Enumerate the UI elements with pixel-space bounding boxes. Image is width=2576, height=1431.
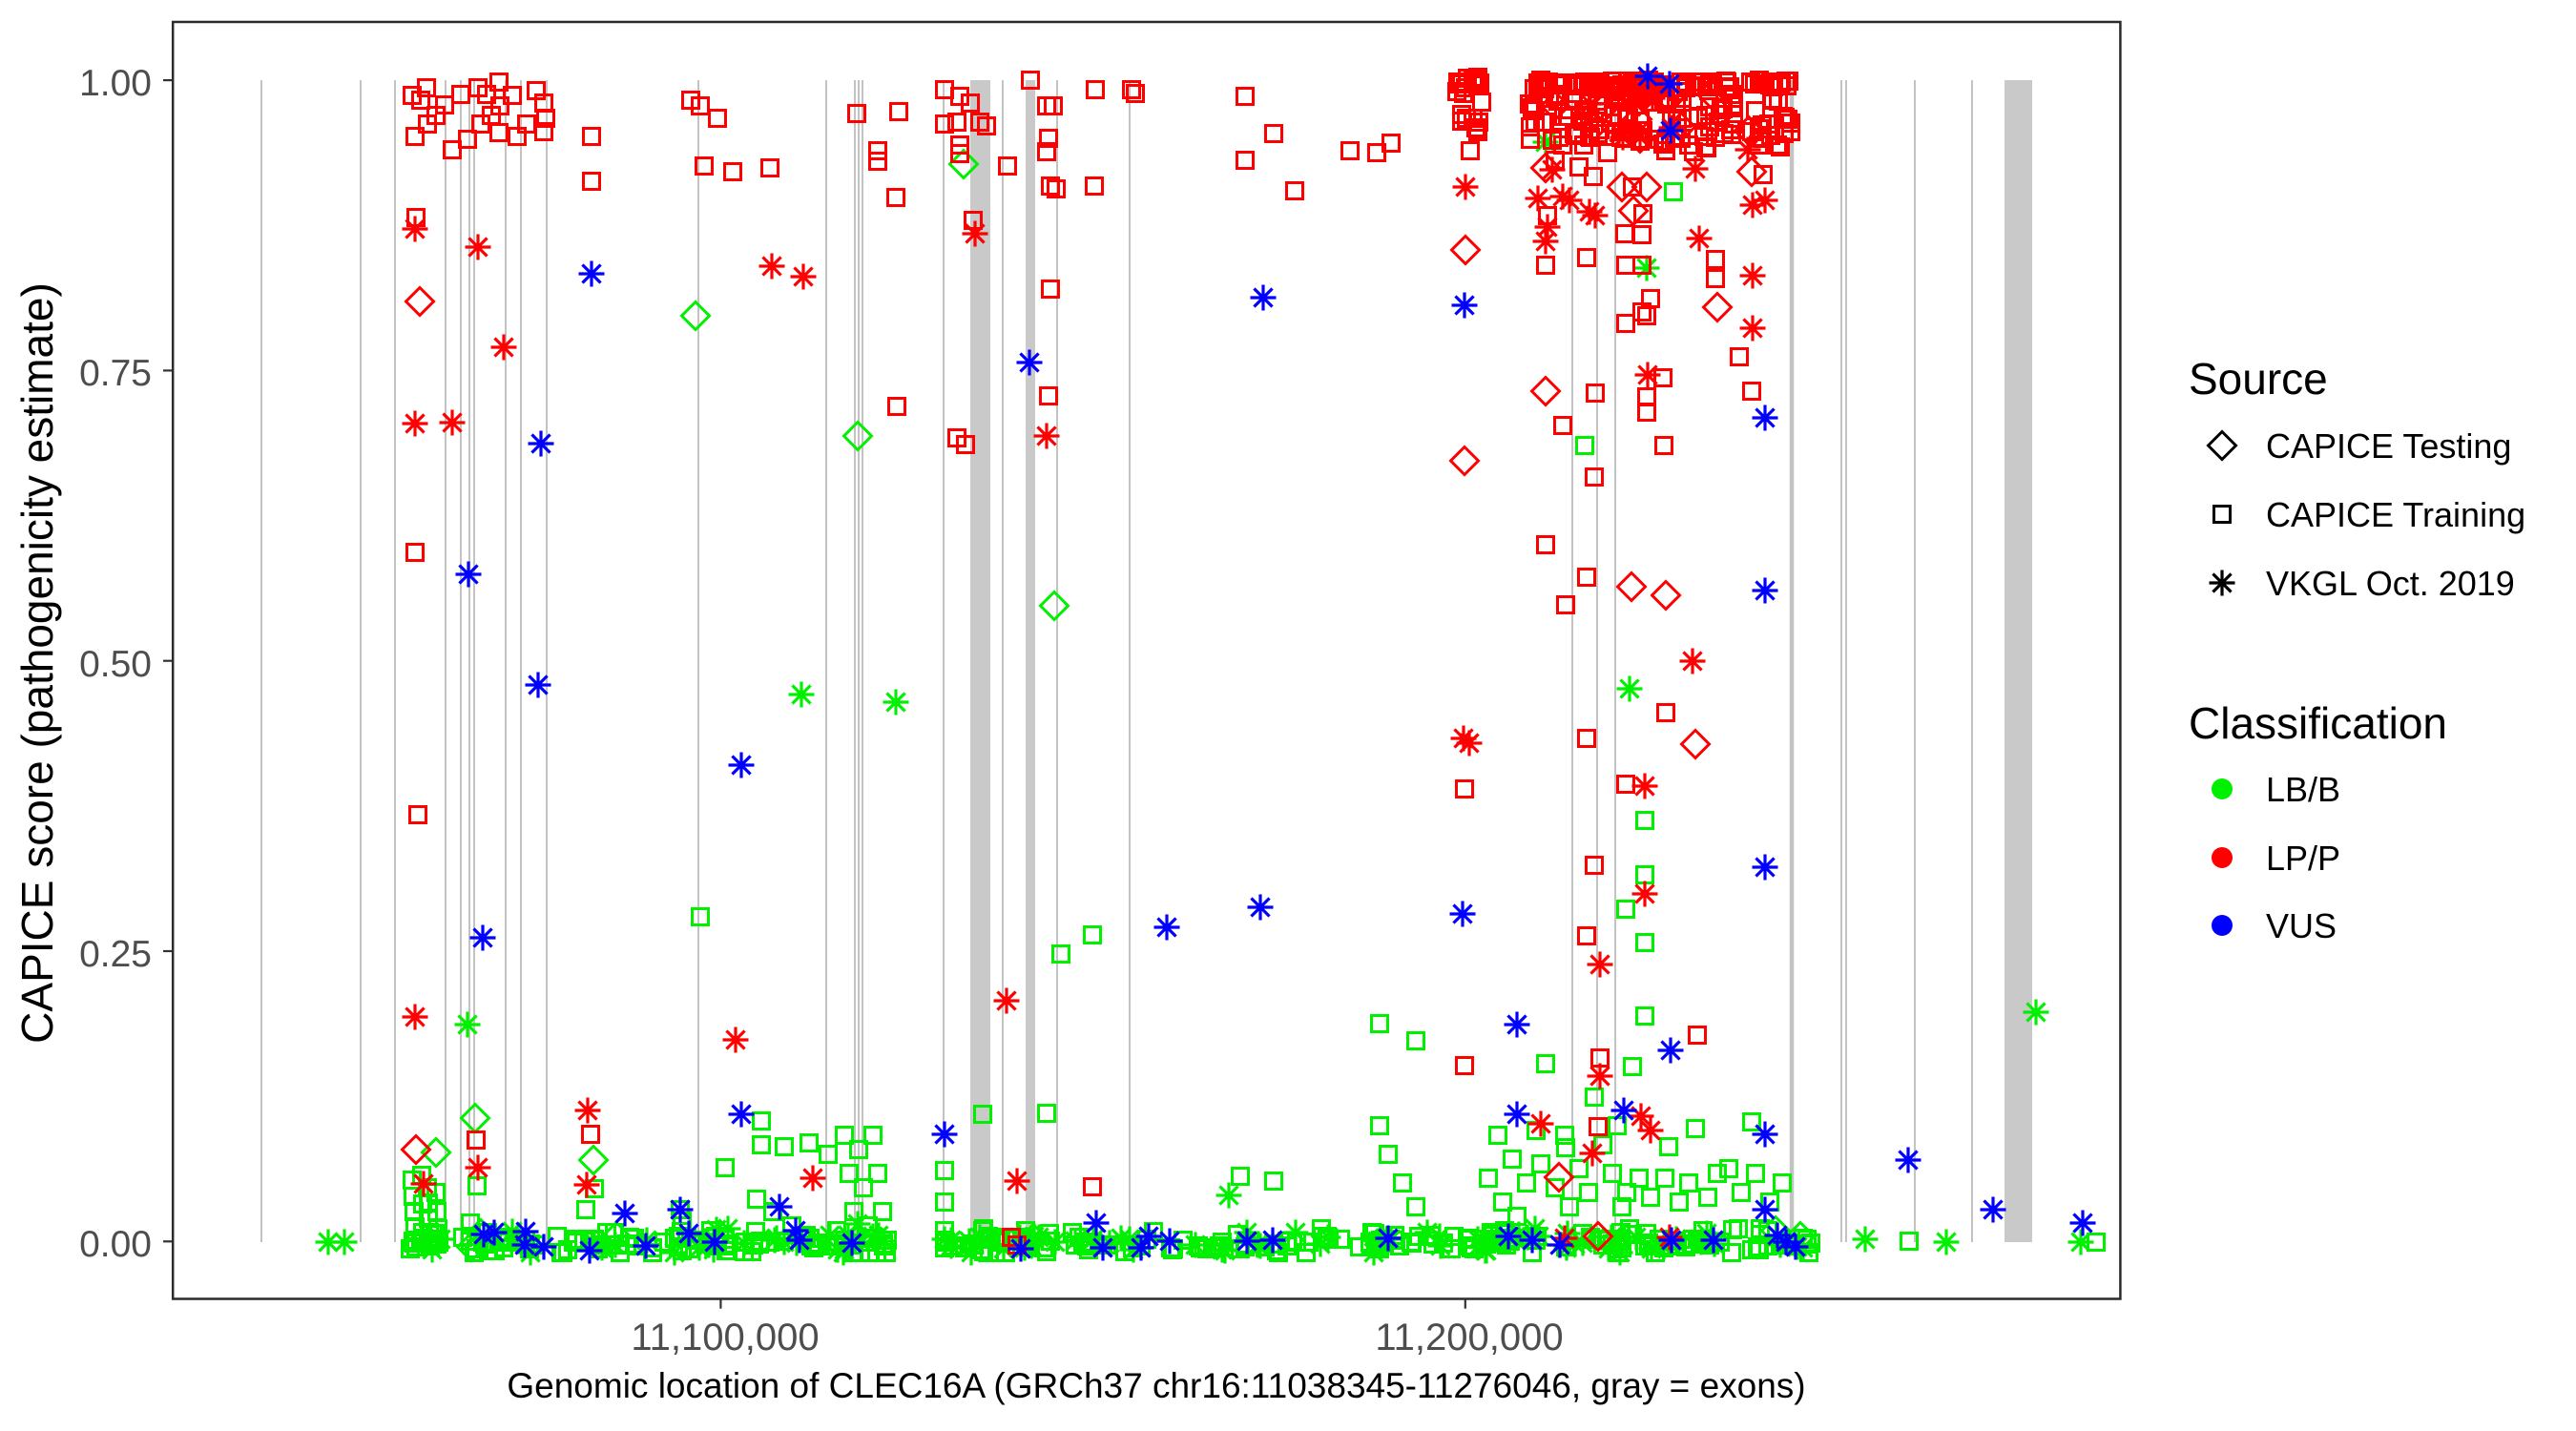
svg-text:0.25: 0.25 [79,934,152,975]
svg-text:11,200,000: 11,200,000 [1375,1317,1563,1358]
svg-text:11,100,000: 11,100,000 [631,1317,819,1358]
svg-text:VUS: VUS [2266,906,2337,945]
svg-text:1.00: 1.00 [79,63,152,104]
svg-text:LB/B: LB/B [2266,770,2340,809]
svg-text:CAPICE Testing: CAPICE Testing [2266,426,2511,466]
svg-text:Source: Source [2189,354,2328,404]
svg-text:0.00: 0.00 [79,1224,152,1265]
svg-text:Classification: Classification [2189,698,2447,748]
svg-text:LP/P: LP/P [2266,839,2340,878]
svg-text:CAPICE score (pathogenicity es: CAPICE score (pathogenicity estimate) [12,282,62,1044]
svg-text:VKGL Oct. 2019: VKGL Oct. 2019 [2266,564,2515,603]
svg-text:Genomic location of CLEC16A (G: Genomic location of CLEC16A (GRCh37 chr1… [507,1366,1805,1405]
svg-text:0.50: 0.50 [79,644,152,685]
svg-text:0.75: 0.75 [79,353,152,394]
svg-text:CAPICE Training: CAPICE Training [2266,495,2525,534]
